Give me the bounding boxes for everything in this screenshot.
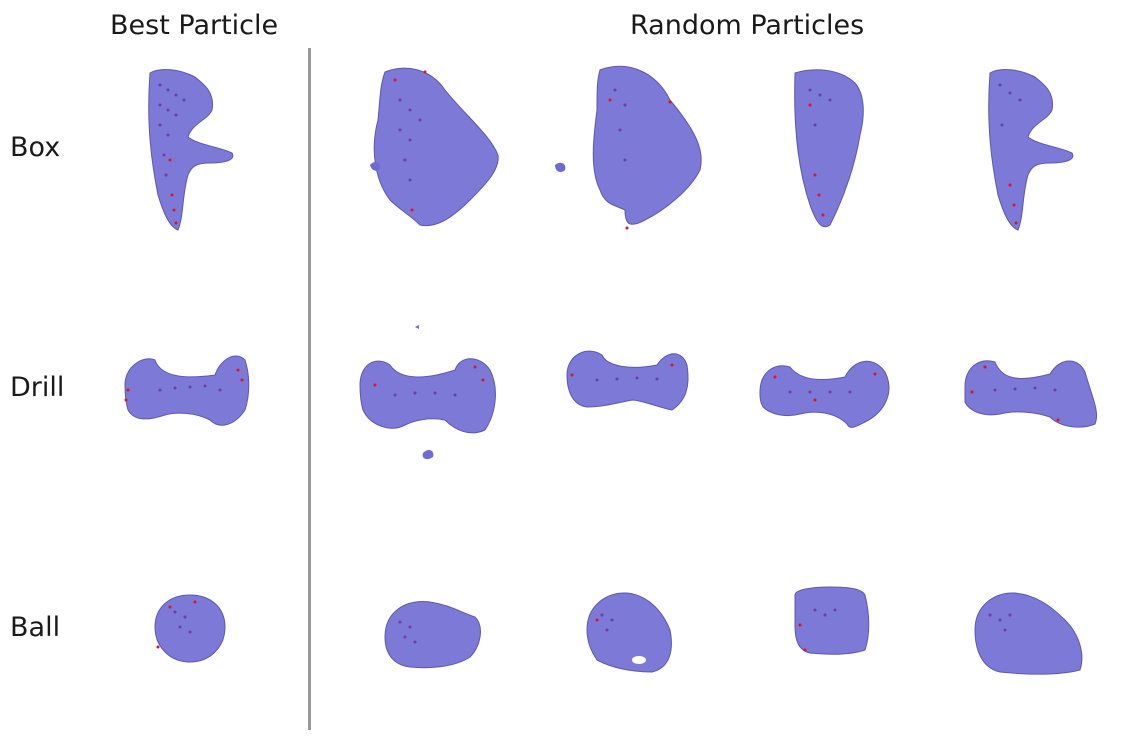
- best-particle-header: Best Particle: [110, 10, 279, 41]
- row-label-box: Box: [10, 132, 61, 163]
- box-random-2-render: [555, 65, 702, 230]
- ball-random-1-render: [384, 601, 481, 669]
- drill-random-3-render: [759, 360, 890, 428]
- drill-best-render: [124, 355, 250, 426]
- column-divider: [308, 48, 311, 730]
- box-best-render: [148, 69, 234, 231]
- box-random-4-render: [988, 69, 1074, 231]
- row-label-ball: Ball: [10, 612, 61, 643]
- row-label-drill: Drill: [10, 372, 65, 403]
- ball-random-3-render: [794, 586, 870, 655]
- ball-random-2-render: [586, 592, 672, 673]
- ball-best-render: [154, 594, 226, 663]
- drill-random-4-render: [964, 360, 1098, 428]
- drill-random-1-render: [359, 325, 496, 460]
- random-particles-header: Random Particles: [630, 10, 865, 41]
- ball-random-4-render: [974, 592, 1083, 675]
- box-random-1-render: [370, 67, 499, 227]
- drill-random-2-render: [566, 350, 689, 411]
- box-random-3-render: [794, 69, 864, 228]
